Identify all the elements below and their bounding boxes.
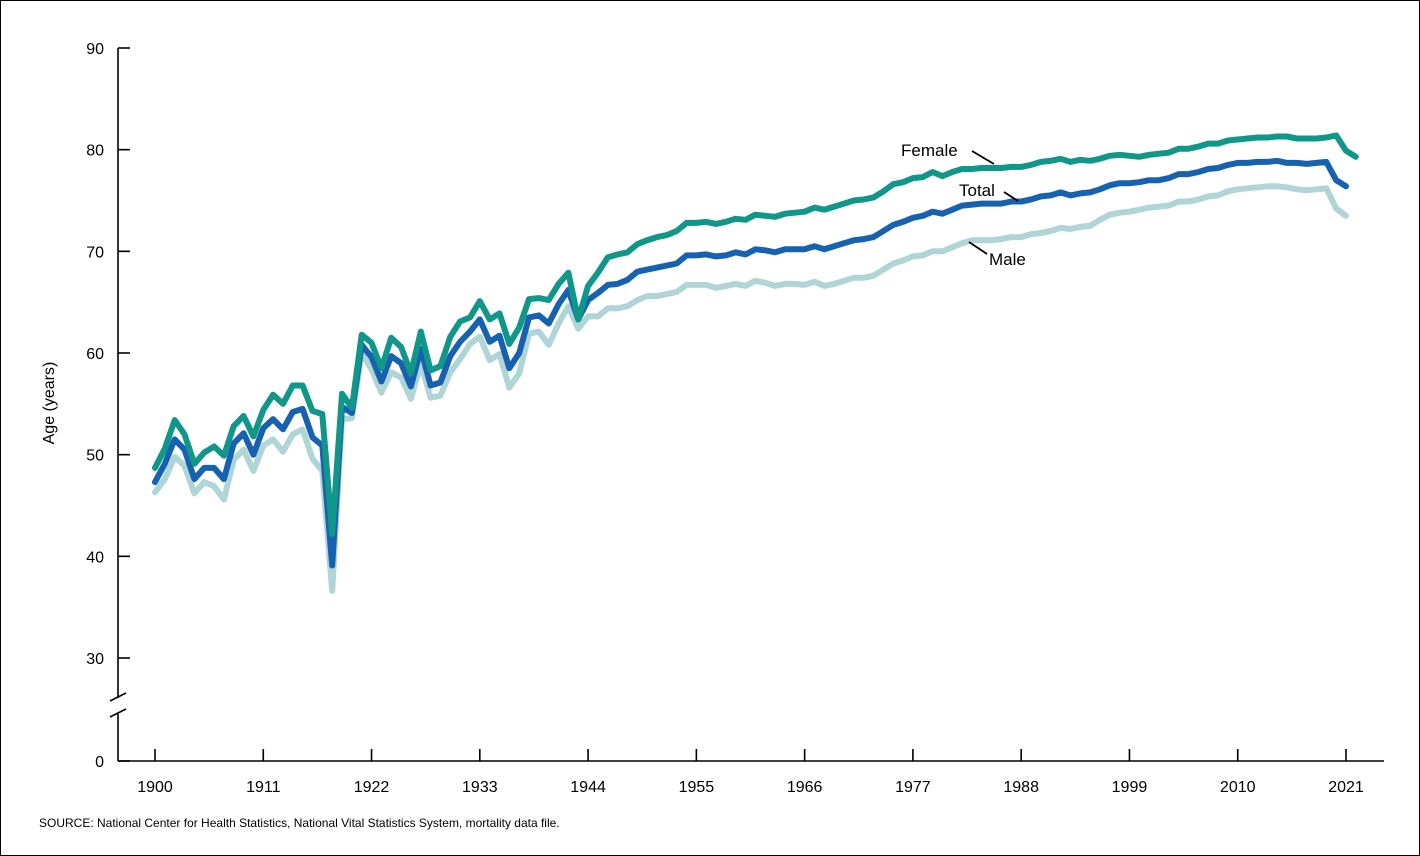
axes xyxy=(109,48,1384,762)
series-label-male: Male xyxy=(989,250,1026,269)
x-tick-label: 1988 xyxy=(1003,779,1039,796)
x-tick-label: 1911 xyxy=(246,779,281,796)
series-label-leader xyxy=(971,150,995,165)
y-tick-label: 40 xyxy=(86,549,104,566)
x-tick-label: 2021 xyxy=(1328,779,1364,796)
x-tick-label: 1900 xyxy=(137,779,173,796)
x-tick-label: 1922 xyxy=(354,779,390,796)
y-tick-label: 60 xyxy=(86,346,104,363)
y-tick-label: 0 xyxy=(95,754,104,771)
source-note: SOURCE: National Center for Health Stati… xyxy=(39,816,560,830)
x-tick-label: 1944 xyxy=(570,779,606,796)
x-tick-label: 1977 xyxy=(895,779,931,796)
x-ticks: 1900 1911 1922 1933 1944 1955 1966 1977 1988 1999… xyxy=(137,749,1364,796)
y-tick-label: 80 xyxy=(86,143,104,160)
y-tick-label: 70 xyxy=(86,244,104,261)
y-axis-title: Age (years) xyxy=(41,362,58,445)
series-label-leader xyxy=(1003,191,1019,202)
y-tick-label: 90 xyxy=(86,41,104,58)
series-line-female xyxy=(152,132,1359,537)
series-label-female: Female xyxy=(901,141,958,160)
x-tick-label: 1999 xyxy=(1112,779,1148,796)
y-tick-label: 30 xyxy=(86,651,104,668)
series-label-leader xyxy=(968,241,988,255)
x-tick-label: 2010 xyxy=(1220,779,1256,796)
y-axis-break-marker xyxy=(109,692,127,718)
x-tick-label: 1966 xyxy=(787,779,823,796)
x-tick-label: 1955 xyxy=(679,779,715,796)
series-label-total: Total xyxy=(959,181,995,200)
series-lines xyxy=(152,132,1359,594)
y-ticks: 0 30 40 50 60 70 80 90 xyxy=(86,41,130,771)
series-labels: Female Total Male xyxy=(901,141,1026,269)
y-tick-label: 50 xyxy=(86,448,104,465)
axis-break-stroke xyxy=(109,692,127,702)
x-tick-label: 1933 xyxy=(462,779,498,796)
axis-break-stroke xyxy=(109,708,127,718)
